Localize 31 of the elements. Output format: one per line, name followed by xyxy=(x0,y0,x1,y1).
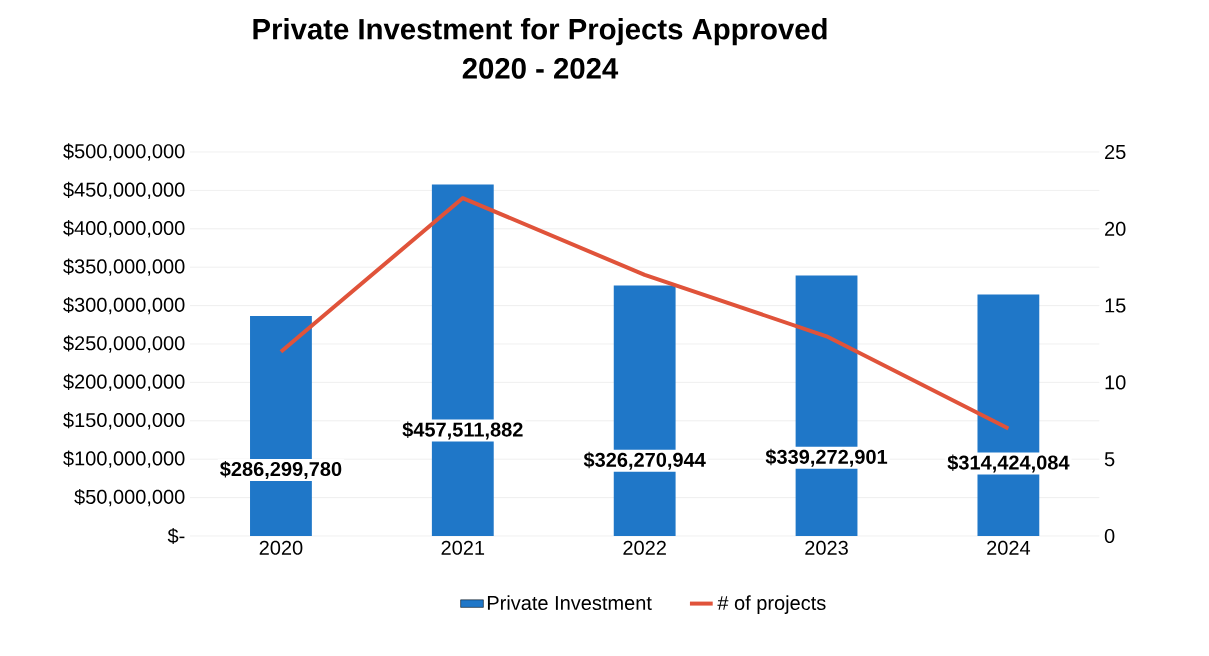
y2-tick-label: 0 xyxy=(1104,528,1115,544)
y-tick-label: $350,000,000 xyxy=(63,258,185,276)
x-tick-label: 2020 xyxy=(259,540,303,555)
y2-tick-label: 10 xyxy=(1105,375,1126,390)
y-tick-label: $150,000,000 xyxy=(63,412,185,430)
x-tick-label: 2023 xyxy=(805,540,848,555)
y2-tick-label: 20 xyxy=(1105,221,1126,236)
y-tick-label: $100,000,000 xyxy=(63,450,185,468)
legend-label: # of projects xyxy=(717,595,826,614)
y-tick-label: $200,000,000 xyxy=(63,373,185,392)
data-label: $457,511,882 xyxy=(402,421,523,440)
y2-tick-label: 25 xyxy=(1105,144,1126,160)
data-label: $326,270,944 xyxy=(583,451,706,470)
x-tick-label: 2021 xyxy=(441,540,485,555)
y-tick-label: $500,000,000 xyxy=(63,143,185,161)
y-tick-label: $400,000,000 xyxy=(63,220,185,238)
y2-tick-label: 5 xyxy=(1104,452,1115,467)
data-label: $286,299,780 xyxy=(220,461,342,479)
y-tick-label: $50,000,000 xyxy=(74,488,185,507)
y-tick-label: $300,000,000 xyxy=(63,296,185,315)
data-label: $339,272,901 xyxy=(765,448,888,467)
y-tick-label: $450,000,000 xyxy=(63,181,185,200)
chart-subtitle: 2020 - 2024 xyxy=(462,58,619,79)
y2-tick-label: 15 xyxy=(1105,298,1126,313)
x-tick-label: 2022 xyxy=(623,540,666,555)
x-tick-label: 2024 xyxy=(987,540,1031,555)
chart-title: Private Investment for Projects Approved xyxy=(253,18,827,46)
legend-label: Private Investment xyxy=(487,595,652,611)
y-tick-label: $250,000,000 xyxy=(63,335,185,353)
y-tick-label: $- xyxy=(167,527,185,545)
data-label: $314,424,084 xyxy=(947,454,1070,473)
